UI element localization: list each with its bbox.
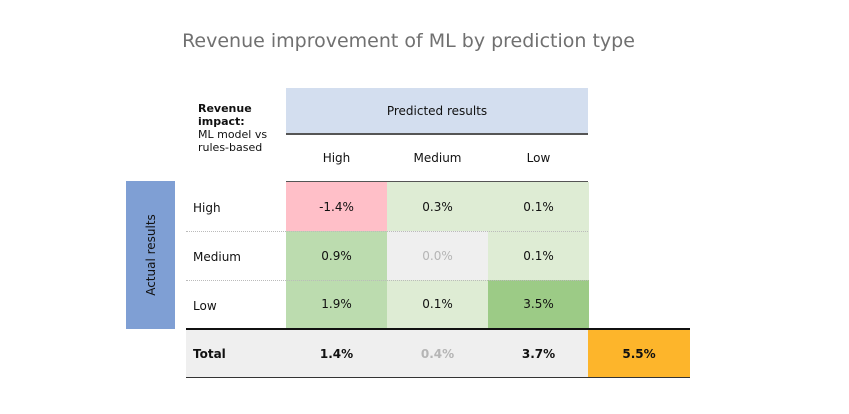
- chart-title: Revenue improvement of ML by prediction …: [182, 30, 635, 52]
- column-header-medium: Medium: [413, 151, 462, 165]
- column-header-high: High: [322, 151, 351, 165]
- row-header-low: Low: [193, 298, 217, 313]
- header-divider: [286, 133, 588, 135]
- heatmap-cell: 0.3%: [387, 182, 488, 231]
- total-high: 1.4%: [319, 346, 354, 361]
- row-divider: [186, 231, 588, 232]
- row-header-high: High: [193, 200, 221, 215]
- predicted-results-header: Predicted results: [286, 88, 588, 133]
- heatmap-cell: 0.1%: [488, 182, 589, 231]
- actual-results-label: Actual results: [143, 214, 158, 296]
- row-header-medium: Medium: [193, 249, 241, 264]
- heatmap-cell: 0.1%: [387, 280, 488, 328]
- total-top-divider: [186, 328, 690, 330]
- row-divider: [186, 280, 588, 281]
- corner-label: Revenue impact: ML model vs rules-based: [198, 102, 288, 154]
- heatmap-cell: 0.1%: [488, 231, 589, 280]
- grand-total: 5.5%: [588, 329, 690, 378]
- column-header-low: Low: [526, 151, 551, 165]
- heatmap-cell: 0.0%: [387, 231, 488, 280]
- heatmap-cell: -1.4%: [286, 182, 387, 231]
- heatmap-cell: 0.9%: [286, 231, 387, 280]
- total-medium: 0.4%: [420, 346, 455, 361]
- heatmap-cell: 3.5%: [488, 280, 589, 328]
- corner-label-text: ML model vs rules-based: [198, 128, 268, 154]
- total-low: 3.7%: [521, 346, 556, 361]
- total-label: Total: [193, 346, 226, 361]
- heatmap-cell: 1.9%: [286, 280, 387, 328]
- actual-results-header: Actual results: [126, 181, 175, 329]
- corner-label-bold: Revenue impact:: [198, 102, 252, 128]
- predicted-results-label: Predicted results: [386, 103, 488, 118]
- total-bottom-divider: [186, 377, 690, 378]
